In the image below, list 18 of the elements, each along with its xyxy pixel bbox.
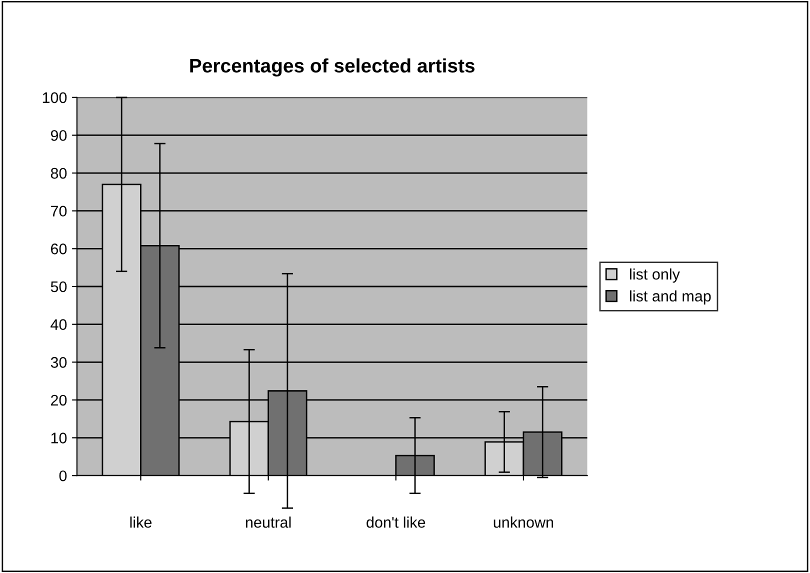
legend-label: list and map — [630, 290, 711, 305]
y-tick-label: 60 — [51, 244, 67, 254]
y-tick-label: 0 — [59, 470, 67, 482]
y-tick-label: 20 — [51, 394, 67, 406]
x-tick-label: neutral — [246, 516, 291, 528]
x-tick-label: don't like — [366, 516, 426, 528]
chart-title: Percentages of selected artists — [190, 58, 475, 77]
y-tick-label: 80 — [50, 168, 67, 179]
y-tick-label: 40 — [50, 319, 67, 330]
y-tick-label: 70 — [51, 206, 67, 217]
y-tick-label: 100 — [42, 92, 67, 104]
x-tick-label: unknown — [494, 516, 554, 528]
y-tick-label: 10 — [51, 432, 67, 444]
y-tick-label: 30 — [50, 357, 67, 368]
x-tick-label: like — [130, 516, 152, 528]
y-tick-label: 50 — [50, 281, 67, 292]
legend-label: list only — [630, 268, 680, 283]
y-tick-label: 90 — [50, 130, 67, 141]
